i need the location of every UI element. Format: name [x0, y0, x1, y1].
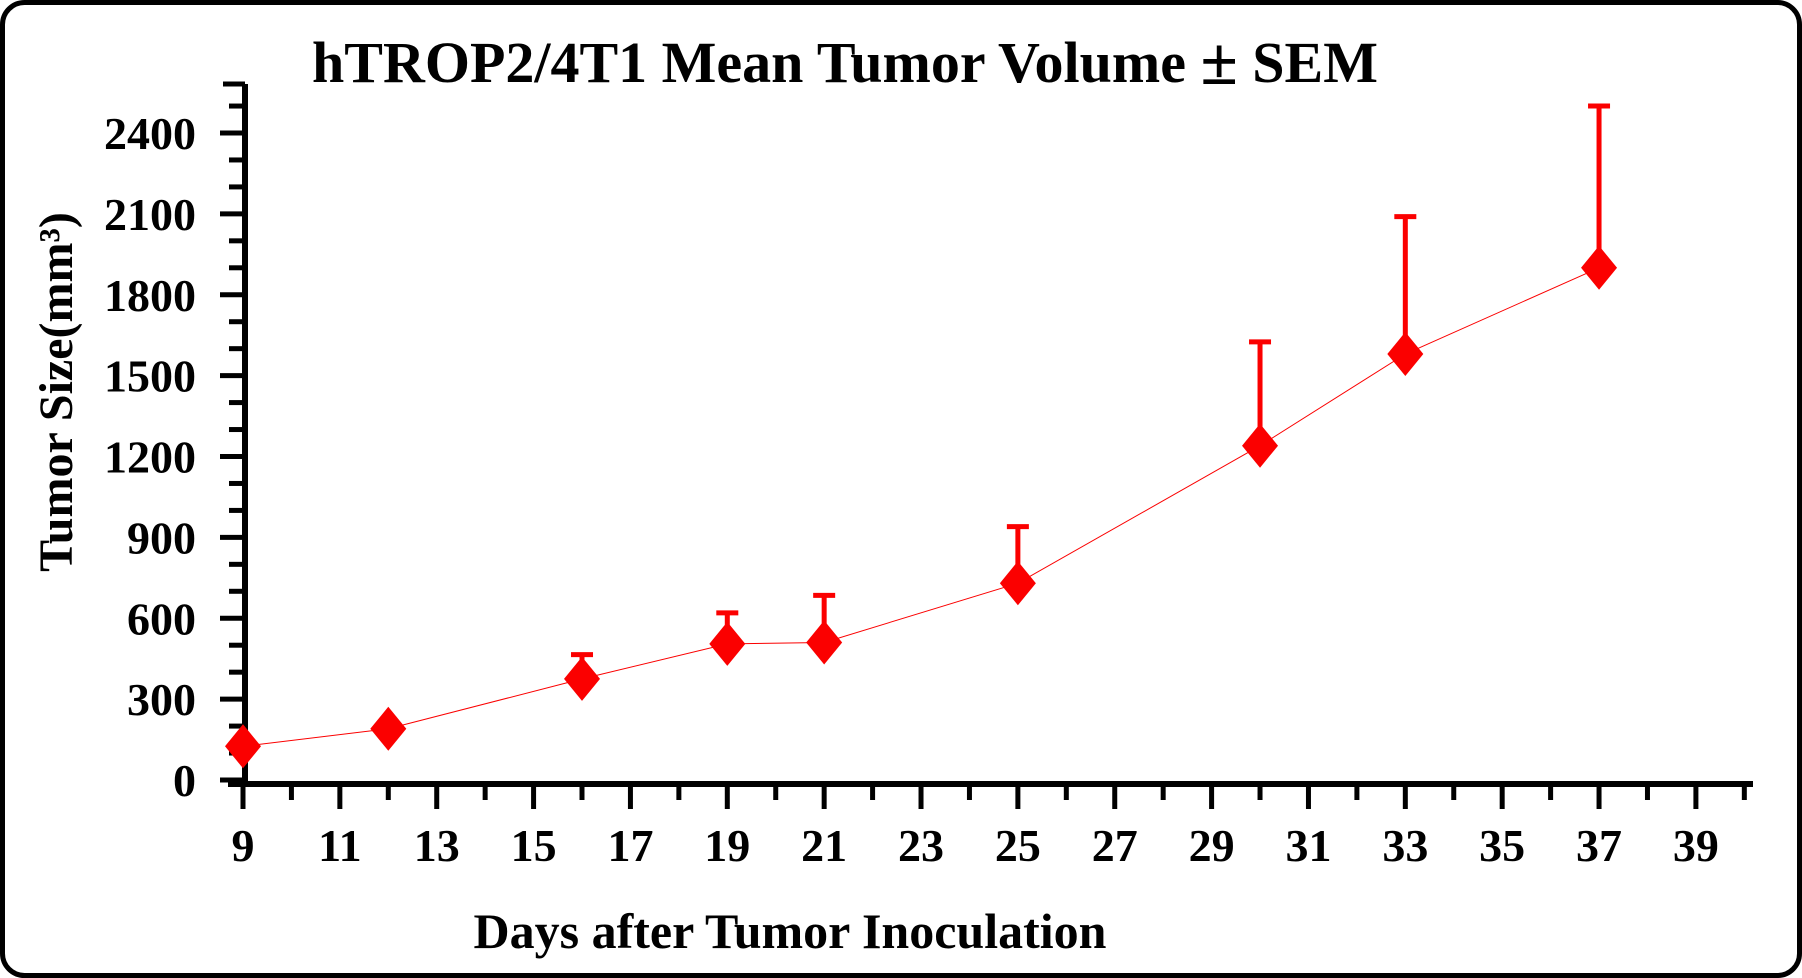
series-htrop2-4t1	[225, 103, 1618, 769]
x-tick-label: 35	[1479, 820, 1525, 871]
series-line	[242, 267, 1600, 747]
x-tick-label: 33	[1382, 820, 1428, 871]
data-point-marker	[225, 724, 261, 769]
x-tick-label: 19	[704, 820, 750, 871]
x-axis-label: Days after Tumor Inoculation	[474, 903, 1107, 959]
y-tick-label: 300	[127, 674, 196, 725]
x-tick-label: 9	[232, 820, 255, 871]
data-point-marker	[370, 706, 407, 751]
x-tick-label: 39	[1673, 820, 1719, 871]
x-tick-label: 17	[607, 820, 653, 871]
y-tick-label: 1500	[104, 351, 196, 402]
data-point-marker	[709, 621, 746, 666]
data-point-marker	[1387, 332, 1424, 377]
y-tick-label: 2400	[104, 108, 196, 159]
y-tick-label: 900	[127, 512, 196, 563]
x-tick-label: 13	[414, 820, 460, 871]
x-tick-label: 27	[1092, 820, 1138, 871]
x-tick-label: 11	[318, 820, 361, 871]
y-tick-label: 0	[173, 755, 196, 806]
y-tick-label: 1200	[104, 432, 196, 483]
x-tick-label: 29	[1189, 820, 1235, 871]
data-point-marker	[1242, 423, 1279, 468]
data-point-marker	[999, 561, 1036, 606]
data-point-marker	[806, 620, 843, 665]
data-point-marker	[564, 656, 601, 701]
y-tick-label: 1800	[104, 270, 196, 321]
y-axis-label: Tumor Size(mm³)	[30, 212, 83, 572]
x-tick-label: 23	[898, 820, 944, 871]
x-tick-label: 37	[1576, 820, 1622, 871]
chart-title: hTROP2/4T1 Mean Tumor Volume ± SEM	[312, 23, 1378, 99]
x-tick-label: 15	[511, 820, 557, 871]
x-tick-label: 25	[995, 820, 1041, 871]
y-tick-label: 2100	[104, 189, 196, 240]
data-point-marker	[1581, 245, 1618, 290]
axes: 9 11 13 15 17 19 21 23 25 27 29 31 33 35 37 39 0 300 600 90…	[104, 81, 1753, 871]
x-tick-label: 21	[801, 820, 847, 871]
y-tick-label: 600	[127, 593, 196, 644]
x-tick-label: 31	[1285, 820, 1331, 871]
